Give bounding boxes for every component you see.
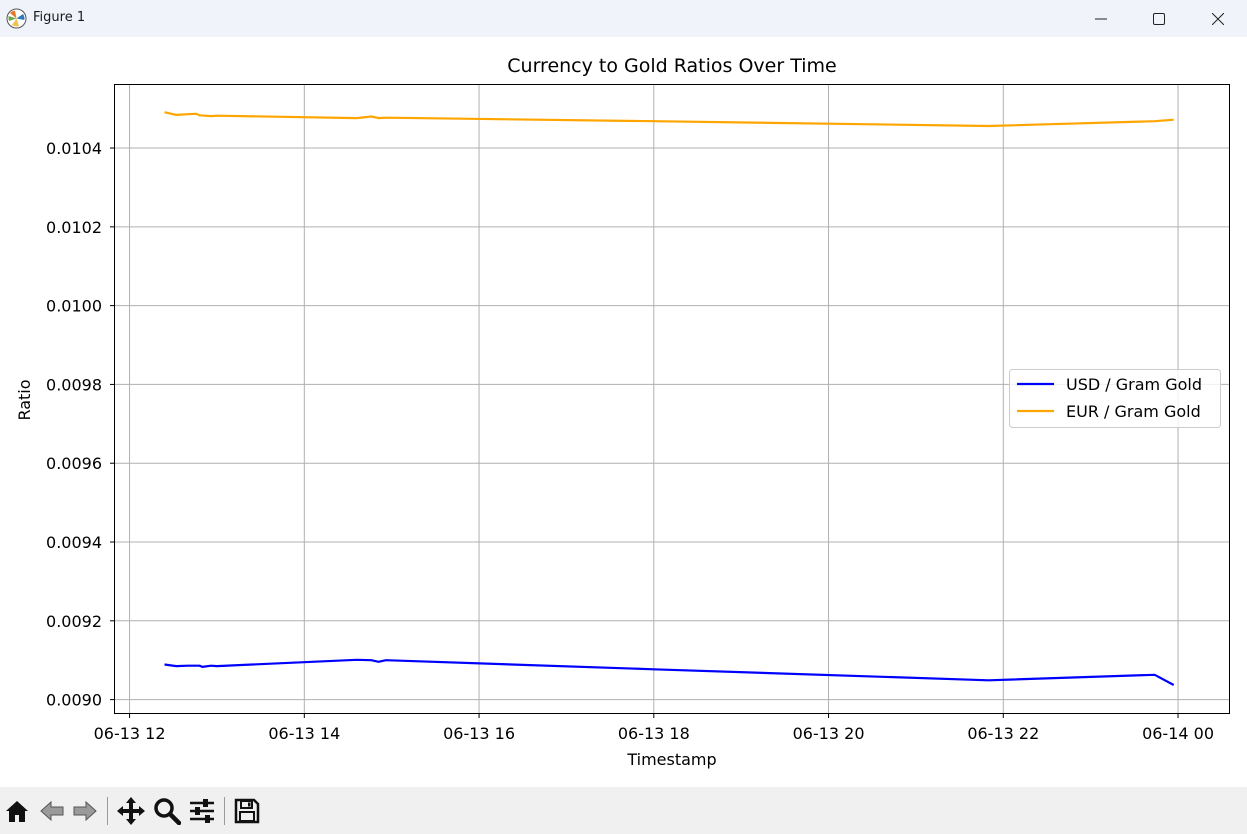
x-tick-label: 06-13 14 [268, 724, 340, 743]
y-tick-label: 0.0102 [46, 218, 102, 237]
minimize-button[interactable] [1072, 0, 1130, 37]
y-tick-label: 0.0092 [46, 612, 102, 631]
close-icon [1212, 12, 1224, 25]
sliders-icon [190, 799, 214, 823]
y-tick-label: 0.0094 [46, 533, 102, 552]
window-title: Figure 1 [33, 10, 86, 25]
minimize-icon [1095, 18, 1107, 19]
chart-title: Currency to Gold Ratios Over Time [507, 55, 836, 77]
legend-label-eur: EUR / Gram Gold [1066, 402, 1201, 421]
y-tick-label: 0.0104 [46, 139, 102, 158]
navigation-toolbar [0, 787, 1247, 834]
axis-ticks: 06-13 12 06-13 14 06-13 16 06-13 18 06-13 20… [46, 139, 1214, 743]
x-axis-label: Timestamp [626, 750, 716, 769]
legend: USD / Gram Gold EUR / Gram Gold [1009, 369, 1221, 428]
maximize-button[interactable] [1130, 0, 1188, 37]
y-tick-label: 0.0090 [46, 691, 102, 710]
legend-box [1009, 369, 1221, 428]
close-button[interactable] [1189, 0, 1247, 37]
legend-label-usd: USD / Gram Gold [1066, 375, 1202, 394]
figure-canvas[interactable]: 06-13 12 06-13 14 06-13 16 06-13 18 06-13 20… [0, 37, 1247, 787]
series-line-0 [164, 658, 1175, 686]
toolbar-separator [224, 797, 225, 825]
toolbar-separator [107, 797, 108, 825]
zoom-button[interactable] [152, 796, 182, 826]
matplotlib-logo-icon [6, 8, 27, 29]
x-tick-label: 06-14 00 [1142, 724, 1214, 743]
y-axis-label: Ratio [15, 379, 34, 420]
y-tick-label: 0.0100 [46, 297, 102, 316]
arrow-right-icon [73, 800, 97, 822]
back-button[interactable] [37, 796, 67, 826]
magnifier-icon [154, 798, 181, 825]
maximize-icon [1153, 12, 1165, 25]
home-icon [6, 801, 28, 822]
y-tick-label: 0.0098 [46, 375, 102, 394]
home-button[interactable] [2, 796, 32, 826]
x-tick-label: 06-13 20 [793, 724, 865, 743]
configure-subplots-button[interactable] [187, 796, 217, 826]
x-tick-label: 06-13 12 [94, 724, 166, 743]
line-chart: 06-13 12 06-13 14 06-13 16 06-13 18 06-13 20… [15, 55, 1230, 769]
x-tick-label: 06-13 16 [443, 724, 515, 743]
move-icon [117, 797, 145, 825]
series-line-1 [164, 111, 1174, 128]
window-titlebar: Figure 1 [0, 0, 1247, 37]
y-tick-label: 0.0096 [46, 454, 102, 473]
pan-button[interactable] [116, 796, 146, 826]
axes-frame [114, 84, 1230, 714]
x-tick-label: 06-13 18 [618, 724, 690, 743]
save-button[interactable] [232, 796, 262, 826]
x-tick-label: 06-13 22 [967, 724, 1039, 743]
series-lines [164, 111, 1175, 686]
arrow-left-icon [40, 800, 64, 822]
forward-button[interactable] [70, 796, 100, 826]
floppy-disk-icon [234, 798, 260, 824]
